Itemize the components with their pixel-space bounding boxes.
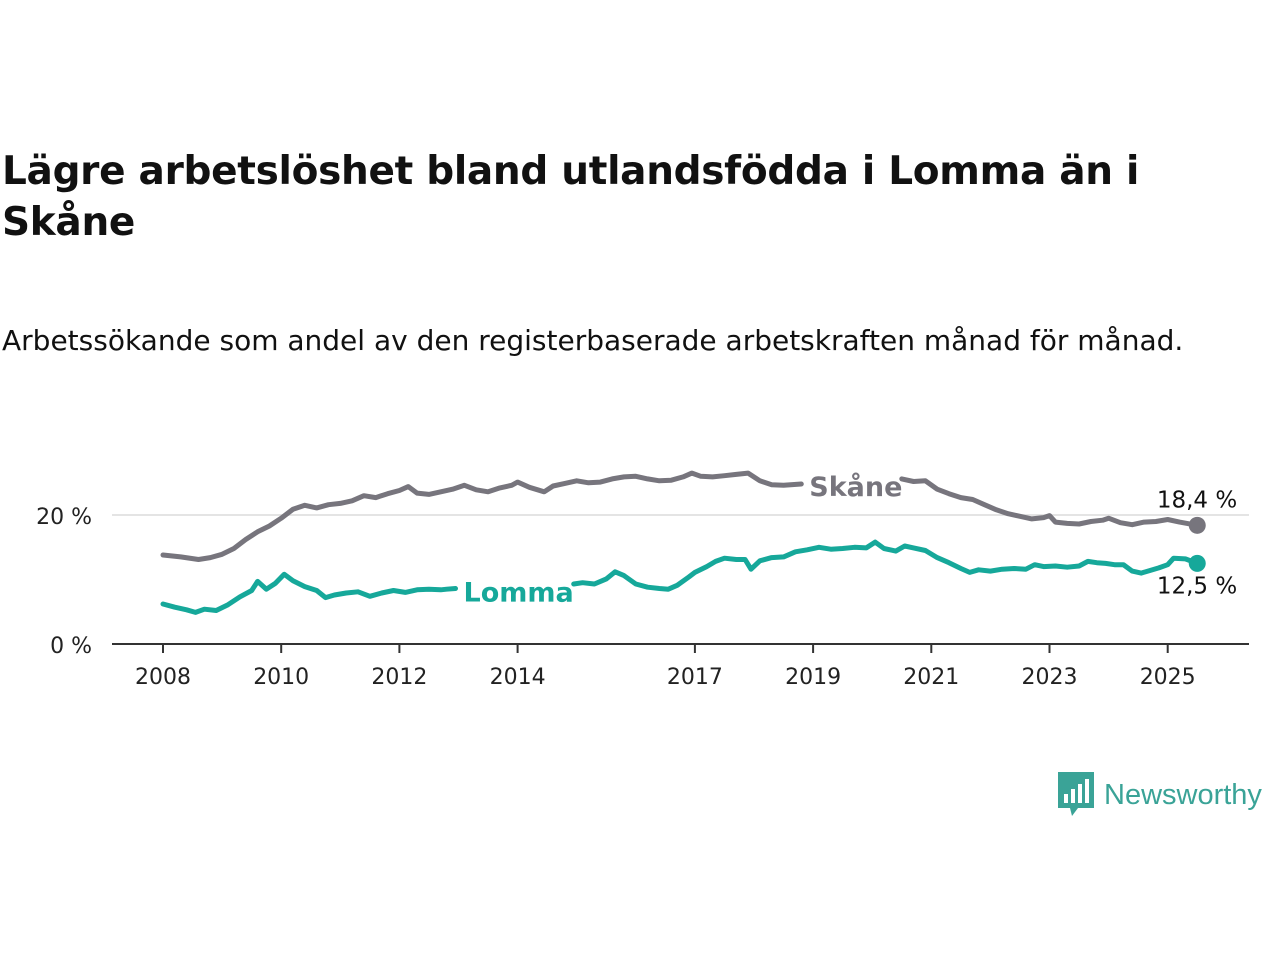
y-tick-label: 0 % [50,634,92,659]
lomma-line-segment [160,571,458,615]
skane-end-value-label: 18,4 % [1157,487,1237,513]
x-tick-label: 2008 [135,665,191,690]
lomma-line-segment [571,539,1200,592]
skane-line-segment [160,470,804,562]
x-tick-label: 2012 [371,665,427,690]
x-tick-label: 2017 [667,665,723,690]
series-layer [160,470,1206,615]
skane-series-label: Skåne [809,471,902,503]
axis-layer: 0 % 20 % 2008 2010 2012 2014 2017 2019 2021 2023 2… [36,505,1249,690]
newsworthy-logo-icon [1058,772,1094,816]
y-tick-label: 20 % [36,505,92,530]
chart-title: Lägre arbetslöshet bland utlandsfödda i … [2,149,1140,245]
x-tick-label: 2014 [490,665,546,690]
skane-line-segment [899,476,1200,528]
label-layer: Skåne 18,4 % Lomma 12,5 % [464,471,1238,608]
newsworthy-logo: Newsworthy [1058,772,1262,818]
x-tick-label: 2021 [903,665,959,690]
x-tick-label: 2025 [1140,665,1196,690]
lomma-series-label: Lomma [464,578,574,609]
newsworthy-logo-text: Newsworthy [1104,778,1262,811]
lomma-end-value-label: 12,5 % [1157,573,1237,599]
x-tick-label: 2010 [253,665,309,690]
x-tick-label: 2023 [1022,665,1078,690]
x-tick-label: 2019 [785,665,841,690]
chart-subtitle: Arbetssökande som andel av den registerb… [2,324,1184,357]
line-chart: 0 % 20 % 2008 2010 2012 2014 2017 2019 2021 2023 2… [36,470,1249,690]
skane-end-point [1188,516,1206,534]
lomma-end-point [1188,554,1206,572]
